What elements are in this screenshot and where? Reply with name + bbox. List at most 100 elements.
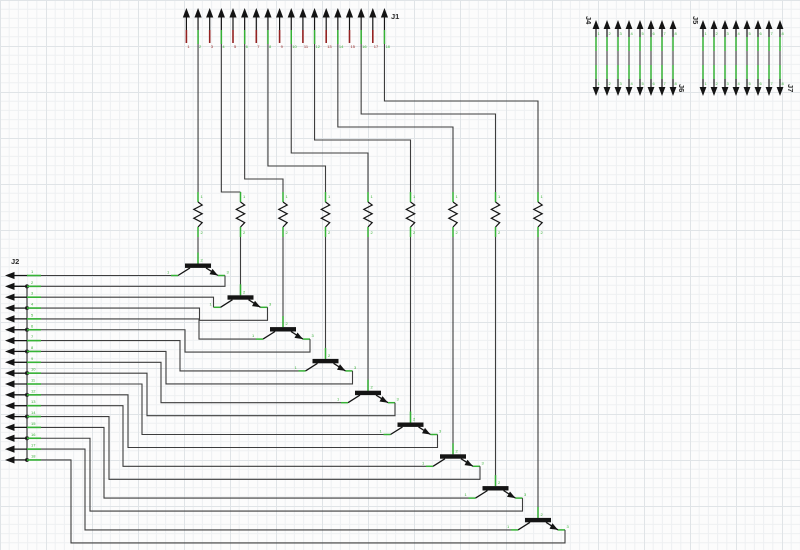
resistor[interactable]: 12 [192, 192, 204, 237]
label: 6 [246, 44, 249, 49]
pin-arrow-left [5, 282, 15, 290]
resistor[interactable]: 12 [235, 192, 246, 237]
label: 9 [281, 44, 284, 49]
transistor[interactable]: 2 1 3 [167, 237, 230, 277]
transistor[interactable]: 2 1 3 [337, 237, 400, 404]
pin-arrow-up [592, 20, 600, 29]
transistor[interactable]: 2 1 3 [422, 237, 485, 468]
pin-arrow-up [721, 20, 729, 29]
label: 1 [167, 270, 170, 275]
label: 2 [286, 321, 289, 326]
j2-row-wires[interactable] [14, 274, 566, 544]
pin-arrow-up [765, 20, 773, 29]
pin-arrow-up [658, 20, 666, 29]
connector-pair-j5-j7[interactable]: 1 1 2 2 3 3 4 4 5 5 6 6 7 7 8 8 J5 J7 [691, 16, 795, 96]
emitter-arrow [209, 268, 218, 276]
label: 3 [312, 333, 315, 338]
pin-arrow-left [5, 304, 15, 312]
label: 6 [653, 81, 656, 86]
label: 1 [422, 460, 425, 465]
transistor-array[interactable]: 2 1 3 2 1 3 2 1 3 2 1 3 2 1 3 2 1 3 2 1 3 2 1 3 2 1 3 [167, 237, 570, 531]
transistor[interactable]: 2 1 3 [507, 237, 570, 531]
label: 2 [328, 353, 331, 358]
label: 2 [243, 230, 246, 235]
label: 11 [304, 44, 309, 49]
transistor[interactable]: 2 1 3 [465, 237, 528, 499]
pin-arrow-up [345, 8, 354, 18]
j1-feed-wires[interactable] [197, 30, 539, 193]
label: 3 [727, 81, 730, 86]
transistor[interactable]: 2 1 3 [380, 237, 443, 436]
pin-arrow-down [754, 87, 762, 96]
label: 14 [31, 410, 36, 415]
label: J7 [786, 84, 795, 92]
pin-arrow-down [699, 87, 707, 96]
label: 3 [354, 365, 357, 370]
pin-arrow-down [765, 87, 773, 96]
pin-arrow-up [194, 8, 202, 18]
label: 8 [782, 31, 785, 36]
pin-arrow-down [658, 87, 666, 96]
pin-arrow-up [710, 20, 718, 29]
resistor[interactable]: 12 [490, 192, 501, 237]
resistor[interactable]: 12 [277, 192, 289, 237]
pin-arrow-down [603, 87, 611, 96]
pin-arrow-down [669, 87, 677, 96]
label: 1 [295, 365, 298, 370]
label: 4 [222, 44, 225, 49]
label: 8 [675, 81, 678, 86]
transistor[interactable]: 2 1 3 [252, 237, 315, 340]
label: 10 [31, 367, 36, 372]
resistor[interactable]: 12 [320, 192, 331, 237]
label: 3 [397, 397, 400, 402]
resistor[interactable]: 12 [362, 192, 374, 237]
pin-arrow-left [5, 271, 15, 280]
pin-arrow-up [647, 20, 655, 29]
label: 7 [31, 334, 34, 339]
label: 9 [31, 356, 34, 361]
label: 17 [374, 44, 379, 49]
label: J1 [391, 12, 399, 21]
label: 2 [31, 280, 34, 285]
label: 2 [199, 44, 202, 49]
pin-arrow-up [754, 20, 762, 29]
label: 5 [31, 312, 34, 317]
pin-arrow-left [5, 445, 15, 453]
label: 2 [413, 417, 416, 422]
resistor[interactable]: 12 [532, 192, 544, 237]
pin-arrow-left [5, 358, 15, 366]
pin-arrow-up [669, 20, 677, 29]
label: 1 [705, 31, 708, 36]
label: 6 [760, 31, 763, 36]
label: 3 [567, 524, 570, 529]
label: 6 [31, 323, 34, 328]
resistor[interactable]: 12 [405, 192, 416, 237]
pin-arrow-down [721, 87, 729, 96]
label: 7 [664, 31, 667, 36]
label: 4 [31, 302, 34, 307]
resistor[interactable]: 12 [447, 192, 459, 237]
label: 1 [243, 194, 246, 199]
label: 2 [716, 31, 719, 36]
transistor[interactable]: 2 1 3 [210, 237, 273, 309]
label: 2 [201, 258, 204, 263]
transistor[interactable]: 2 1 3 [295, 237, 358, 372]
pin-arrow-left [5, 434, 15, 442]
connector-pair-j4-j6[interactable]: 1 1 2 2 3 3 4 4 5 5 6 6 7 7 8 8 J4 J6 [584, 16, 686, 96]
label: 11 [31, 378, 36, 383]
label: 2 [371, 385, 374, 390]
pin-arrow-up [264, 8, 272, 18]
label: 1 [705, 81, 708, 86]
emitter-arrow [379, 396, 388, 403]
pin-arrow-down [625, 87, 633, 96]
label: 7 [771, 81, 774, 86]
pin-arrow-left [5, 369, 15, 377]
label: 2 [498, 230, 501, 235]
label: 2 [413, 230, 416, 235]
pin-arrow-down [710, 87, 718, 96]
label: 12 [316, 44, 321, 49]
